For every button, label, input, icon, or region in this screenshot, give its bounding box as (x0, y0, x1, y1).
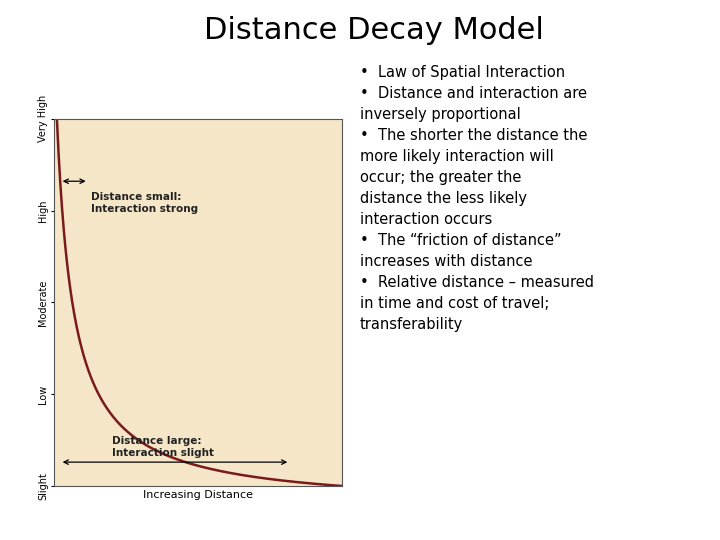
X-axis label: Increasing Distance: Increasing Distance (143, 490, 253, 500)
Text: Distance small:
Interaction strong: Distance small: Interaction strong (91, 192, 199, 214)
Text: Distance Decay Model: Distance Decay Model (204, 16, 544, 45)
Text: •  Law of Spatial Interaction
•  Distance and interaction are
inversely proporti: • Law of Spatial Interaction • Distance … (360, 65, 594, 332)
Text: Distance large:
Interaction slight: Distance large: Interaction slight (112, 436, 214, 458)
